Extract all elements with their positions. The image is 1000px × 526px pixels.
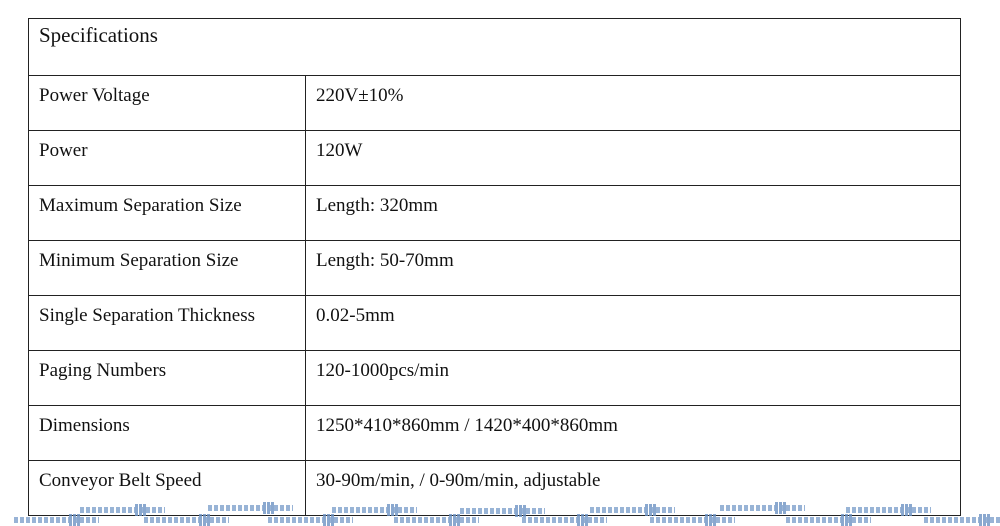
- spec-value: 30-90m/min, / 0-90m/min, adjustable: [305, 460, 961, 516]
- decoration-mark: [786, 514, 871, 526]
- decoration-mark: [208, 502, 293, 514]
- spec-label: Power Voltage: [28, 75, 306, 131]
- decoration-mark: [650, 514, 735, 526]
- decoration-mark: [846, 504, 931, 516]
- spec-value: 220V±10%: [305, 75, 961, 131]
- spec-value: 120W: [305, 130, 961, 186]
- decoration-mark: [80, 504, 165, 516]
- decoration-mark: [460, 505, 545, 517]
- spec-value: Length: 320mm: [305, 185, 961, 241]
- spec-value: Length: 50-70mm: [305, 240, 961, 296]
- decoration-mark: [522, 514, 607, 526]
- spec-label: Paging Numbers: [28, 350, 306, 406]
- spec-label: Single Separation Thickness: [28, 295, 306, 351]
- decoration-mark: [144, 514, 229, 526]
- table-row: Minimum Separation Size Length: 50-70mm: [28, 240, 961, 296]
- specifications-table: Specifications Power Voltage 220V±10% Powe…: [28, 18, 961, 516]
- spec-label: Maximum Separation Size: [28, 185, 306, 241]
- spec-label: Dimensions: [28, 405, 306, 461]
- decoration-mark: [394, 514, 479, 526]
- decoration-mark: [332, 504, 417, 516]
- table-row: Power Voltage 220V±10%: [28, 75, 961, 131]
- table-header-row: Specifications: [28, 18, 961, 76]
- spec-value: 1250*410*860mm / 1420*400*860mm: [305, 405, 961, 461]
- decoration-mark: [590, 504, 675, 516]
- decoration-mark: [268, 514, 353, 526]
- decoration-mark: [720, 502, 805, 514]
- table-row: Conveyor Belt Speed 30-90m/min, / 0-90m/m…: [28, 460, 961, 516]
- spec-value: 0.02-5mm: [305, 295, 961, 351]
- table-row: Power 120W: [28, 130, 961, 186]
- spec-value: 120-1000pcs/min: [305, 350, 961, 406]
- table-row: Dimensions 1250*410*860mm / 1420*400*860m…: [28, 405, 961, 461]
- decoration-mark: [14, 514, 99, 526]
- table-row: Paging Numbers 120-1000pcs/min: [28, 350, 961, 406]
- decoration-mark: [924, 514, 1000, 526]
- spec-label: Power: [28, 130, 306, 186]
- table-title: Specifications: [28, 18, 961, 76]
- table-row: Single Separation Thickness 0.02-5mm: [28, 295, 961, 351]
- table-row: Maximum Separation Size Length: 320mm: [28, 185, 961, 241]
- spec-label: Minimum Separation Size: [28, 240, 306, 296]
